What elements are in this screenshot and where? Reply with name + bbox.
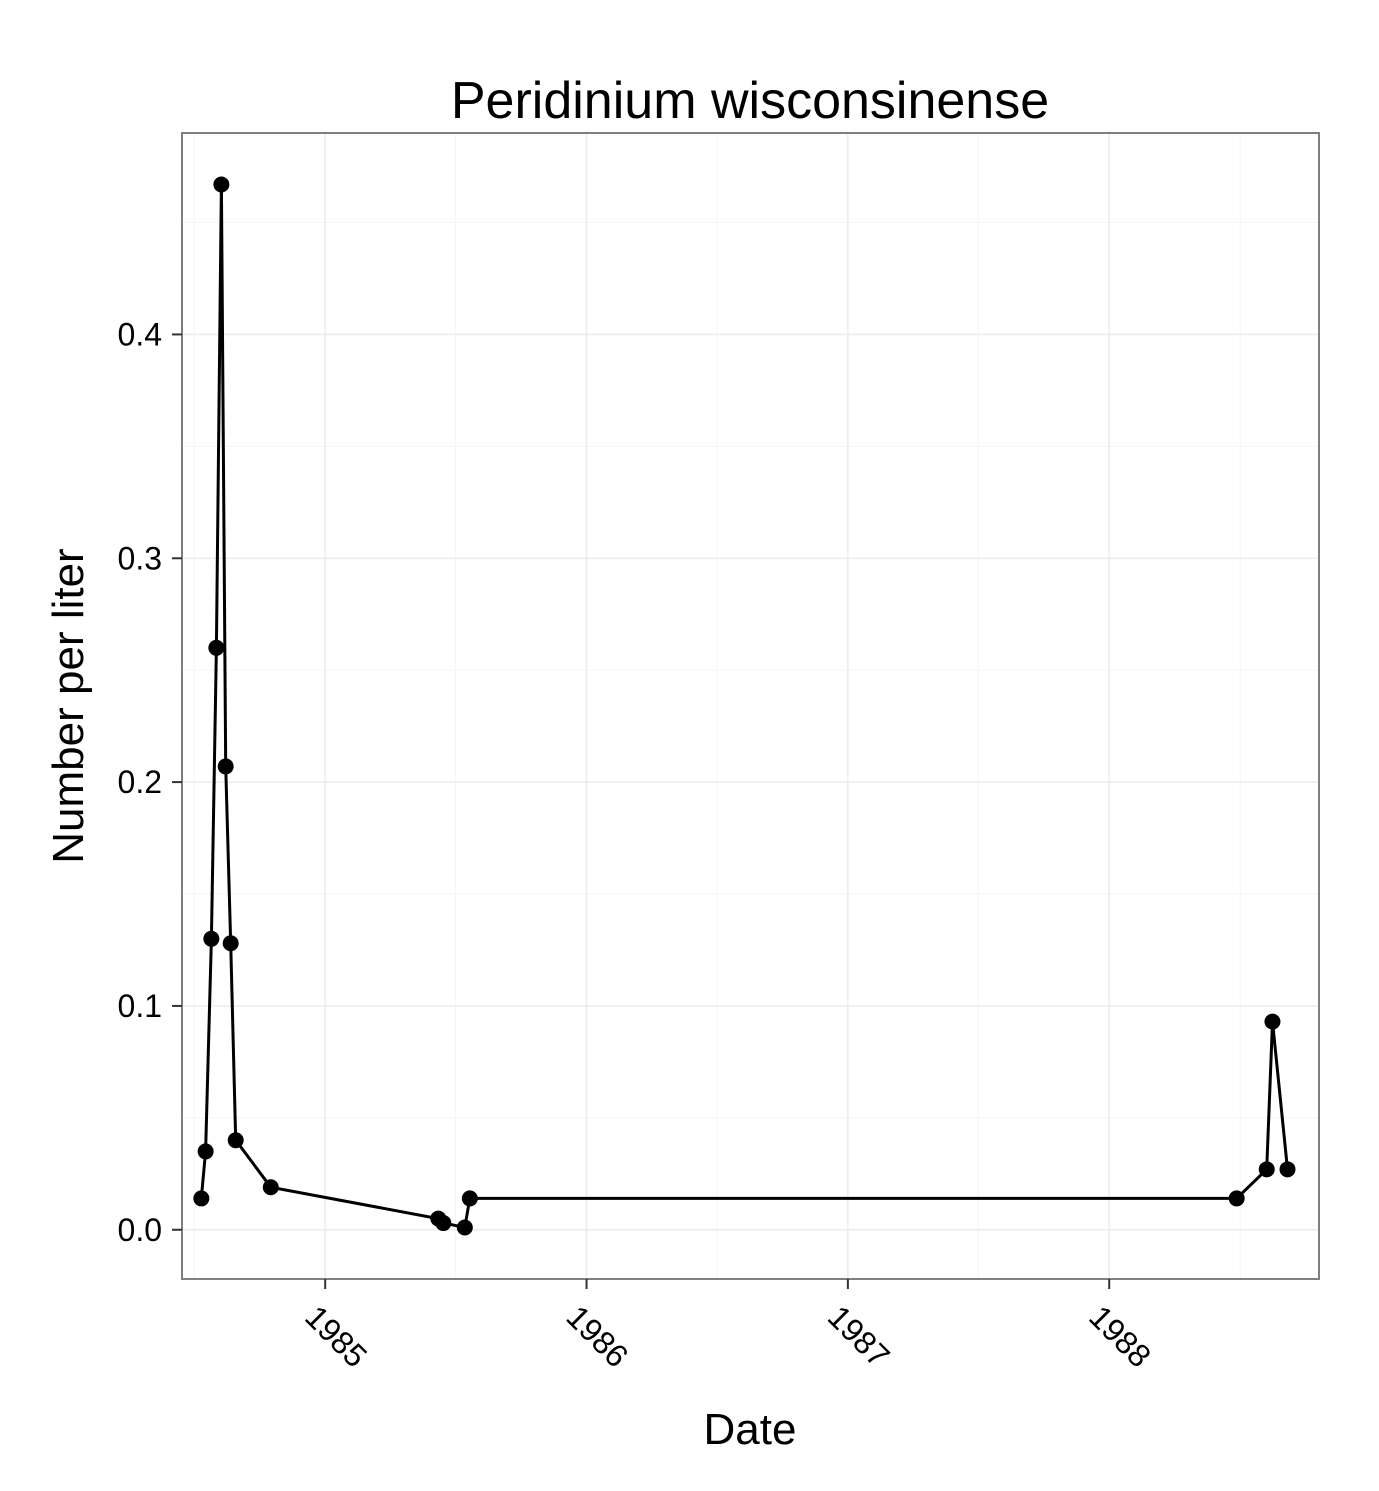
data-point	[217, 758, 234, 775]
plot-panel	[181, 132, 1320, 1280]
y-axis-title: Number per liter	[44, 548, 93, 863]
data-point	[262, 1179, 279, 1196]
data-point	[213, 176, 230, 193]
plot-border	[181, 132, 1320, 1280]
data-point	[456, 1219, 473, 1236]
x-axis: 1985 1986 1987 1988	[298, 1279, 1158, 1374]
data-point	[227, 1132, 244, 1149]
data-point	[1264, 1013, 1281, 1030]
x-axis-title: Date	[704, 1405, 797, 1454]
data-point	[197, 1143, 214, 1160]
data-point	[1258, 1161, 1275, 1178]
y-tick-label: 0.0	[118, 1212, 162, 1248]
data-point	[222, 935, 239, 952]
y-tick-label: 0.2	[118, 764, 162, 800]
data-point	[435, 1215, 452, 1232]
major-gridlines	[182, 133, 1319, 1279]
x-tick-label: 1988	[1082, 1298, 1158, 1374]
data-point	[1228, 1190, 1245, 1207]
minor-gridlines	[182, 133, 1319, 1279]
chart-title: Peridinium wisconsinense	[451, 72, 1049, 130]
y-axis: 0.0 0.1 0.2 0.3 0.4	[118, 316, 182, 1248]
data-point	[1279, 1161, 1296, 1178]
y-tick-label: 0.4	[118, 316, 162, 352]
data-point	[203, 930, 220, 947]
data-point	[208, 639, 225, 656]
y-tick-label: 0.3	[118, 540, 162, 576]
data-point	[461, 1190, 478, 1207]
x-tick-label: 1987	[821, 1298, 897, 1374]
y-tick-label: 0.1	[118, 988, 162, 1024]
data-point	[193, 1190, 210, 1207]
x-tick-label: 1986	[560, 1298, 636, 1374]
series	[193, 176, 1296, 1236]
x-tick-label: 1985	[298, 1298, 374, 1374]
